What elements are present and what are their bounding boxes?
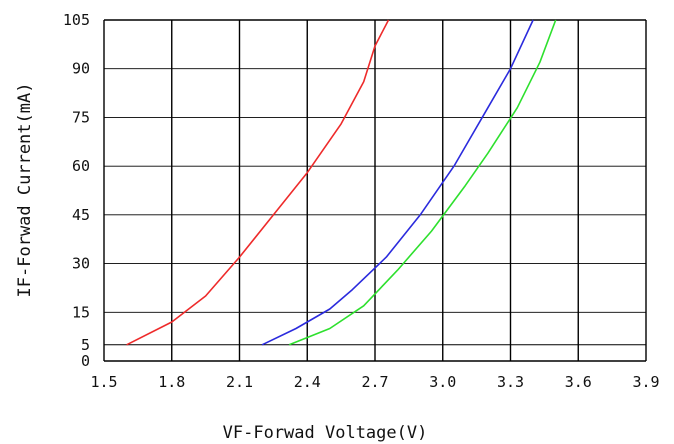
x-tick-label: 3.3: [497, 373, 524, 391]
y-axis-title: IF-Forwad Current(mA): [15, 83, 35, 298]
x-tick-labels: 1.5 1.8 2.1 2.4 2.7 3.0 3.3 3.6 3.9: [90, 373, 659, 391]
y-tick-label: 75: [72, 108, 90, 126]
x-tick-label: 2.1: [226, 373, 253, 391]
series-lines: [126, 19, 557, 346]
y-tick-label: 5: [81, 336, 90, 354]
x-tick-label: 1.5: [90, 373, 117, 391]
x-axis-title: VF-Forwad Voltage(V): [223, 423, 428, 443]
x-tick-label: 3.9: [632, 373, 659, 391]
y-tick-label: 90: [72, 60, 90, 78]
series-line-1: [126, 19, 390, 346]
x-tick-label: 2.7: [361, 373, 388, 391]
y-tick-label: 0: [81, 352, 90, 370]
series-line-2: [261, 19, 534, 346]
y-tick-label: 15: [72, 303, 90, 321]
y-tick-label: 105: [63, 11, 90, 29]
x-tick-label: 3.6: [565, 373, 592, 391]
y-tick-label: 60: [72, 157, 90, 175]
x-tick-label: 2.4: [294, 373, 321, 391]
y-tick-labels: 105 90 75 60 45 30 15 50: [63, 11, 90, 370]
x-tick-label: 3.0: [429, 373, 456, 391]
y-tick-label: 30: [72, 255, 90, 273]
y-tick-label: 45: [72, 206, 90, 224]
series-line-3: [288, 19, 557, 346]
x-tick-label: 1.8: [158, 373, 185, 391]
